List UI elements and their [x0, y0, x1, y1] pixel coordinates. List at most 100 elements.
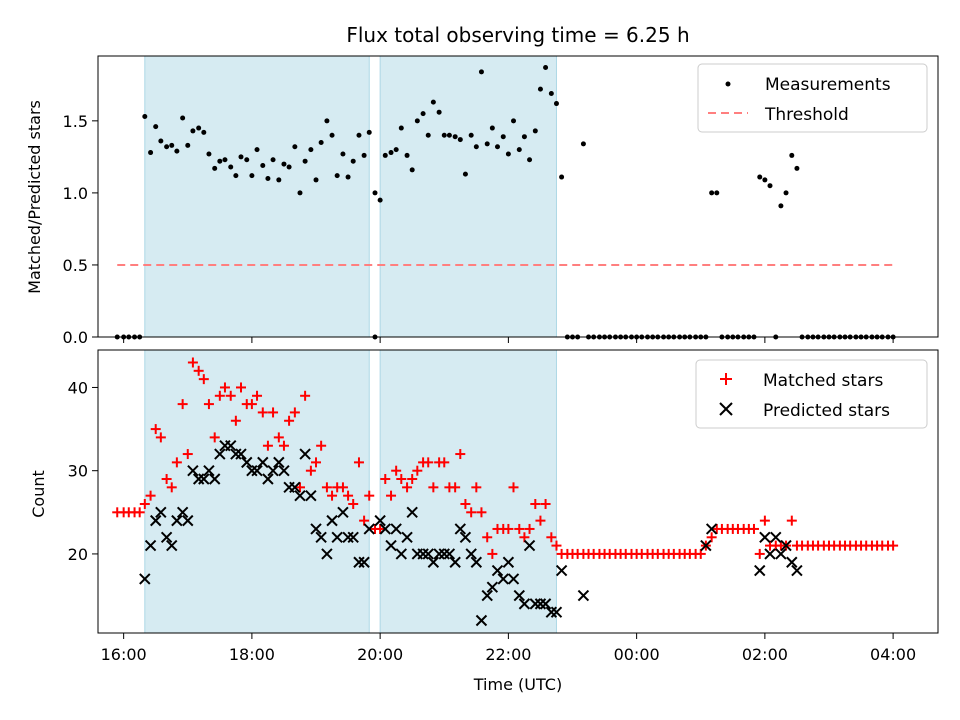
top-y-tick-label: 1.0 — [63, 184, 88, 203]
measurements-point — [153, 124, 159, 130]
bottom-y-tick-label: 20 — [68, 545, 88, 564]
matched-stars-point — [268, 407, 279, 418]
predicted-stars-point — [353, 556, 365, 568]
measurements-point — [767, 183, 773, 189]
measurements-point — [548, 90, 554, 96]
predicted-stars-point — [235, 448, 247, 460]
matched-stars-point — [171, 457, 182, 468]
predicted-stars-point — [187, 464, 199, 477]
measurements-point — [500, 134, 506, 140]
predicted-stars-point — [507, 573, 520, 585]
measurements-point — [244, 157, 250, 163]
predicted-stars-point — [342, 531, 354, 543]
predicted-stars-point — [486, 581, 499, 593]
bottom-shaded-range — [379, 349, 557, 634]
measurements-point — [148, 150, 154, 156]
predicted-stars-point — [775, 548, 787, 560]
measurements-point — [142, 114, 148, 120]
predicted-stars-point — [786, 556, 798, 568]
measurements-point — [260, 163, 266, 169]
measurements-point — [281, 161, 287, 167]
measurements-point — [196, 125, 202, 131]
predicted-stars-point — [759, 531, 771, 543]
measurements-point — [452, 134, 458, 140]
measurements-point — [516, 147, 522, 153]
matched-stars-point — [391, 465, 402, 476]
matched-stars-point — [386, 490, 397, 501]
measurements-point — [158, 138, 164, 144]
predicted-stars-point — [337, 506, 349, 519]
measurements-point — [345, 174, 351, 180]
measurements-point — [233, 173, 239, 179]
measurements-point — [511, 118, 517, 124]
predicted-stars-point — [475, 614, 488, 627]
chart-title: Flux total observing time = 6.25 h — [346, 23, 689, 47]
legend-threshold-label: Threshold — [764, 105, 849, 125]
measurements-point — [212, 165, 218, 171]
measurements-point — [313, 177, 319, 183]
measurements-point — [527, 157, 533, 163]
measurements-point — [789, 152, 795, 158]
measurements-point — [398, 125, 404, 131]
bottom-shaded-ranges — [144, 349, 557, 634]
legend-predicted-label: Predicted stars — [763, 401, 890, 421]
x-axis-label: Time (UTC) — [473, 675, 562, 694]
matched-stars-point — [262, 440, 273, 451]
predicted-stars-point — [433, 548, 445, 560]
matched-stars-point — [439, 457, 450, 468]
top-shaded-ranges — [144, 55, 557, 338]
measurements-point — [356, 132, 362, 138]
top-legend: Measurements Threshold — [697, 63, 928, 133]
measurements-point — [430, 99, 436, 105]
top-shaded-range — [379, 55, 557, 338]
matched-stars-point — [706, 532, 717, 543]
predicted-stars-point — [385, 539, 397, 552]
predicted-stars-point — [454, 523, 466, 535]
top-legend-box — [697, 63, 928, 133]
predicted-stars-point — [390, 523, 402, 535]
matched-stars-point — [530, 498, 541, 509]
measurements-point — [709, 190, 715, 196]
predicted-stars-point — [176, 506, 189, 519]
measurements-point — [543, 65, 549, 71]
predicted-stars-point — [321, 548, 333, 560]
predicted-stars-point — [182, 514, 194, 527]
matched-stars-point — [193, 365, 204, 376]
x-tick-label: 22:00 — [485, 645, 531, 664]
predicted-stars-point — [273, 456, 285, 469]
measurements-point — [393, 147, 399, 153]
measurements-point — [414, 118, 420, 124]
predicted-stars-point — [139, 573, 151, 585]
matched-stars-point — [257, 407, 268, 418]
legend-measurements-label: Measurements — [765, 75, 891, 95]
matched-stars-point — [182, 449, 193, 460]
matched-stars-point — [551, 540, 562, 551]
legend-measurements-marker — [725, 81, 731, 87]
matched-stars-point — [343, 490, 354, 501]
matched-stars-point — [514, 523, 525, 534]
measurements-point — [714, 190, 720, 196]
matched-stars-point — [759, 515, 770, 526]
measurements-point — [494, 144, 500, 150]
predicted-stars-point — [267, 464, 279, 477]
measurements-point — [238, 154, 244, 160]
bottom-legend: Matched stars Predicted stars — [695, 359, 928, 429]
predicted-stars-point — [363, 523, 375, 535]
matched-stars-point — [471, 482, 482, 493]
predicted-stars-point — [523, 539, 536, 552]
predicted-stars-point — [470, 556, 483, 568]
matched-stars-point — [455, 449, 466, 460]
matched-stars-point — [508, 482, 519, 493]
measurements-point — [446, 132, 452, 138]
predicted-stars-point — [305, 489, 317, 502]
predicted-stars-point — [171, 514, 183, 527]
measurements-point — [334, 173, 340, 179]
legend-matched-label: Matched stars — [763, 371, 883, 391]
measurements-point — [169, 142, 175, 148]
bottom-y-tick-label: 40 — [68, 378, 88, 397]
predicted-stars-point — [374, 514, 386, 527]
predicted-stars-point — [705, 523, 718, 535]
measurements-point — [297, 190, 303, 196]
predicted-stars-point — [294, 489, 306, 502]
measurements-point — [794, 165, 800, 171]
